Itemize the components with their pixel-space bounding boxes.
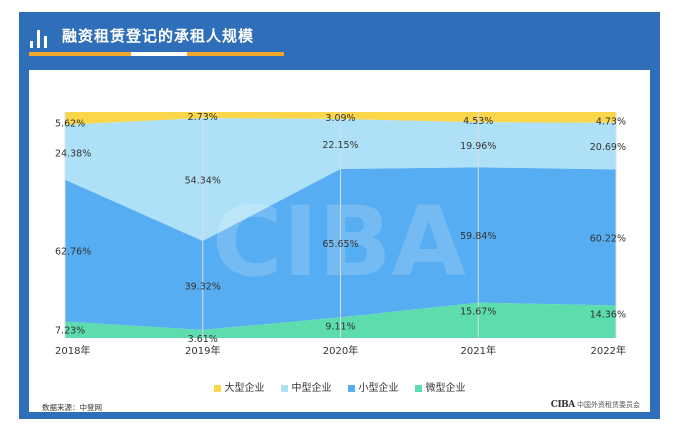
data-label: 5.62% — [55, 119, 85, 130]
legend-item: 微型企业 — [414, 379, 466, 394]
brand-mark: CIBA — [550, 400, 575, 410]
title-underline — [29, 52, 284, 56]
legend-label: 大型企业 — [224, 383, 265, 394]
x-tick-label: 2022年 — [591, 344, 626, 357]
data-label: 4.53% — [463, 116, 493, 127]
legend-item: 大型企业 — [213, 379, 265, 394]
x-tick-label: 2021年 — [461, 344, 496, 357]
legend-label: 中型企业 — [291, 383, 332, 394]
legend-item: 中型企业 — [280, 379, 332, 394]
x-tick-label: 2019年 — [185, 344, 220, 357]
watermark-text: CIBA — [212, 186, 466, 298]
data-source: 数据来源：中登网 — [42, 403, 102, 412]
data-label: 7.23% — [55, 326, 85, 337]
chart-legend: 大型企业 中型企业 小型企业 微型企业 — [29, 379, 650, 394]
data-label: 4.73% — [596, 117, 626, 128]
legend-label: 微型企业 — [425, 383, 466, 394]
legend-swatch — [347, 384, 355, 392]
legend-label: 小型企业 — [358, 383, 399, 394]
legend-item: 小型企业 — [347, 379, 399, 394]
brand-logo: CIBA 中国外资租赁委员会 — [551, 400, 640, 410]
chart-title: 融资租赁登记的承租人规模 — [62, 27, 255, 45]
data-label: 62.76% — [55, 247, 91, 258]
data-label: 14.36% — [590, 310, 626, 321]
chart-card: 融资租赁登记的承租人规模 2018年 2019年 2020年 2021年 2022年 C… — [19, 12, 660, 419]
x-tick-label: 2018年 — [55, 344, 90, 357]
data-label: 2.73% — [188, 112, 218, 123]
data-label: 9.11% — [325, 321, 355, 332]
data-label: 54.34% — [185, 176, 221, 187]
data-label: 15.67% — [460, 307, 496, 318]
legend-swatch — [213, 384, 221, 392]
chart-header: 融资租赁登记的承租人规模 — [19, 12, 660, 62]
legend-swatch — [280, 384, 288, 392]
x-tick-label: 2020年 — [323, 344, 358, 357]
chart-panel: 2018年 2019年 2020年 2021年 2022年 CIBA 5.62% 2.73%… — [29, 70, 650, 412]
data-label: 65.65% — [322, 239, 358, 250]
data-label: 22.15% — [322, 140, 358, 151]
data-label: 3.09% — [325, 113, 355, 124]
data-label: 3.61% — [188, 334, 218, 345]
data-label: 39.32% — [185, 281, 221, 292]
data-label: 60.22% — [590, 233, 626, 244]
legend-swatch — [414, 384, 422, 392]
data-label: 59.84% — [460, 231, 496, 242]
data-label: 20.69% — [590, 142, 626, 153]
stacked-area-chart: 2018年 2019年 2020年 2021年 2022年 CIBA 5.62% 2.73%… — [55, 112, 626, 357]
brand-name: 中国外资租赁委员会 — [577, 401, 640, 409]
data-label: 24.38% — [55, 148, 91, 159]
data-label: 19.96% — [460, 141, 496, 152]
bar-chart-icon — [30, 26, 54, 48]
watermark-logo: CIBA — [212, 186, 466, 298]
